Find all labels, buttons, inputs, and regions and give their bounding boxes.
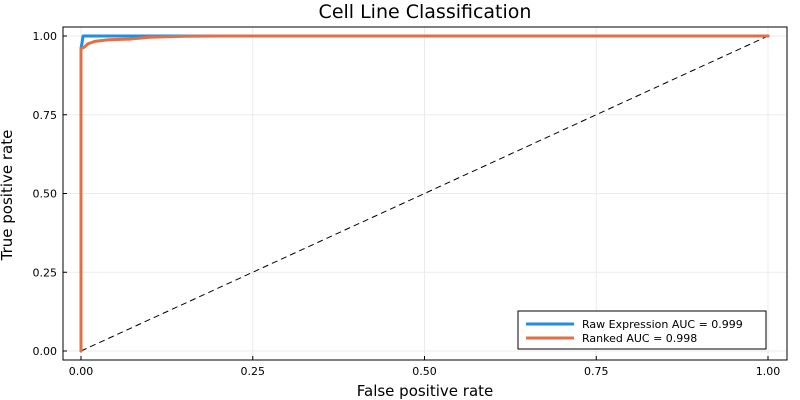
x-tick-label: 0.50 <box>412 365 437 378</box>
y-tick-label: 0.00 <box>33 345 58 358</box>
y-tick-label: 0.25 <box>33 266 58 279</box>
x-tick-label: 0.25 <box>241 365 266 378</box>
y-tick-label: 0.75 <box>33 109 58 122</box>
x-tick-label: 0.75 <box>584 365 609 378</box>
ticks: 0.00 0.25 0.50 0.75 1.00 0.00 0.25 0.50 0.75 1.00 <box>33 30 781 378</box>
y-tick-label: 1.00 <box>33 30 58 43</box>
x-tick-label: 1.00 <box>756 365 781 378</box>
y-axis-title: True positive rate <box>0 130 16 262</box>
legend-label-1: Raw Expression AUC = 0.999 <box>582 318 743 331</box>
diagonal-reference-line <box>80 35 769 352</box>
grid <box>63 27 787 360</box>
series-line-2 <box>79 34 770 353</box>
legend-box <box>517 310 767 350</box>
legend-label-2: Ranked AUC = 0.998 <box>582 332 697 345</box>
chart-title: Cell Line Classification <box>319 1 532 23</box>
x-axis-title: False positive rate <box>357 382 494 400</box>
y-tick-label: 0.50 <box>33 188 58 201</box>
plot-area <box>79 34 770 353</box>
x-tick-label: 0.00 <box>69 365 94 378</box>
